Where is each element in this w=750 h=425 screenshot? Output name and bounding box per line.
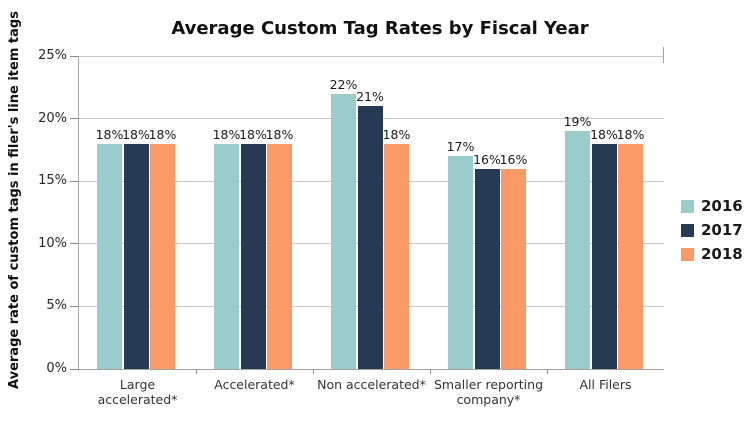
y-tick-label: 25% (38, 48, 67, 63)
y-tick-label: 15% (38, 173, 67, 189)
bar-2017 (474, 168, 500, 369)
legend-item-2016: 2016 (681, 197, 743, 215)
bar-2018 (384, 143, 409, 369)
bar-2017 (123, 143, 149, 369)
legend-label: 2018 (701, 245, 743, 263)
legend-label: 2017 (701, 221, 743, 239)
x-axis-tick (547, 369, 548, 374)
x-axis-tick (313, 369, 314, 374)
legend-swatch-2016 (681, 199, 694, 213)
bar-2018 (150, 143, 175, 369)
bar-2017 (240, 143, 266, 369)
y-tick-label: 5% (46, 298, 67, 314)
x-axis-label: Smaller reporting company* (433, 377, 544, 407)
bar-2016 (331, 93, 356, 369)
y-tick-label: 20% (38, 110, 67, 126)
y-axis-tick (70, 55, 79, 57)
y-axis-tick (70, 305, 79, 307)
bar-2016 (214, 143, 239, 369)
bar-value-label: 18% (616, 126, 645, 142)
bar-2016 (565, 131, 590, 369)
chart-title: Average Custom Tag Rates by Fiscal Year (171, 18, 589, 39)
x-axis-tick (430, 369, 431, 374)
y-axis-title: Average rate of custom tags in filer's l… (7, 11, 22, 389)
bar-2017 (591, 143, 617, 369)
legend-item-2017: 2017 (681, 221, 743, 239)
bar-2018 (267, 143, 292, 369)
legend-item-2018: 2018 (681, 245, 743, 263)
bar-value-label: 18% (265, 126, 294, 142)
x-axis-label: Large accelerated* (97, 377, 178, 407)
x-axis-label: All Filers (579, 377, 632, 392)
x-axis-end-tick (663, 47, 664, 63)
bar-2016 (97, 143, 122, 369)
legend: 2016 2017 2018 (681, 199, 743, 271)
bar-value-label: 16% (499, 151, 528, 167)
bar-2016 (448, 156, 473, 369)
legend-swatch-2017 (681, 223, 694, 237)
y-tick-label: 0% (46, 361, 67, 376)
bar-value-label: 18% (95, 126, 124, 142)
legend-label: 2016 (701, 197, 743, 215)
bar-value-label: 18% (212, 126, 241, 142)
bar-2018 (618, 143, 643, 369)
x-axis-tick (196, 369, 197, 374)
bar-value-label: 18% (590, 126, 618, 142)
x-axis-label: Accelerated* (214, 377, 295, 392)
bar-value-label: 18% (122, 126, 150, 142)
bar-value-label: 17% (446, 139, 475, 155)
y-tick-label: 10% (38, 235, 67, 251)
y-axis-tick (70, 243, 79, 245)
bar-value-label: 22% (329, 76, 358, 92)
bar-value-label: 19% (563, 114, 592, 130)
bar-value-label: 16% (473, 151, 501, 167)
plot-area: 0% 5% 10% 15% 20% 25% 18% 18% 18% Large accelerat… (38, 47, 664, 407)
bar-value-label: 18% (239, 126, 267, 142)
bar-2017 (357, 106, 383, 369)
legend-swatch-2018 (681, 247, 694, 261)
gridline (79, 55, 664, 57)
bar-value-label: 18% (382, 126, 411, 142)
x-axis-label: Non accelerated* (317, 377, 426, 392)
y-axis-tick (70, 180, 79, 182)
bar-value-label: 18% (148, 126, 177, 142)
y-axis-tick (70, 368, 79, 370)
bar-value-label: 21% (356, 89, 384, 105)
y-axis-tick (70, 118, 79, 120)
bar-2018 (501, 168, 526, 369)
